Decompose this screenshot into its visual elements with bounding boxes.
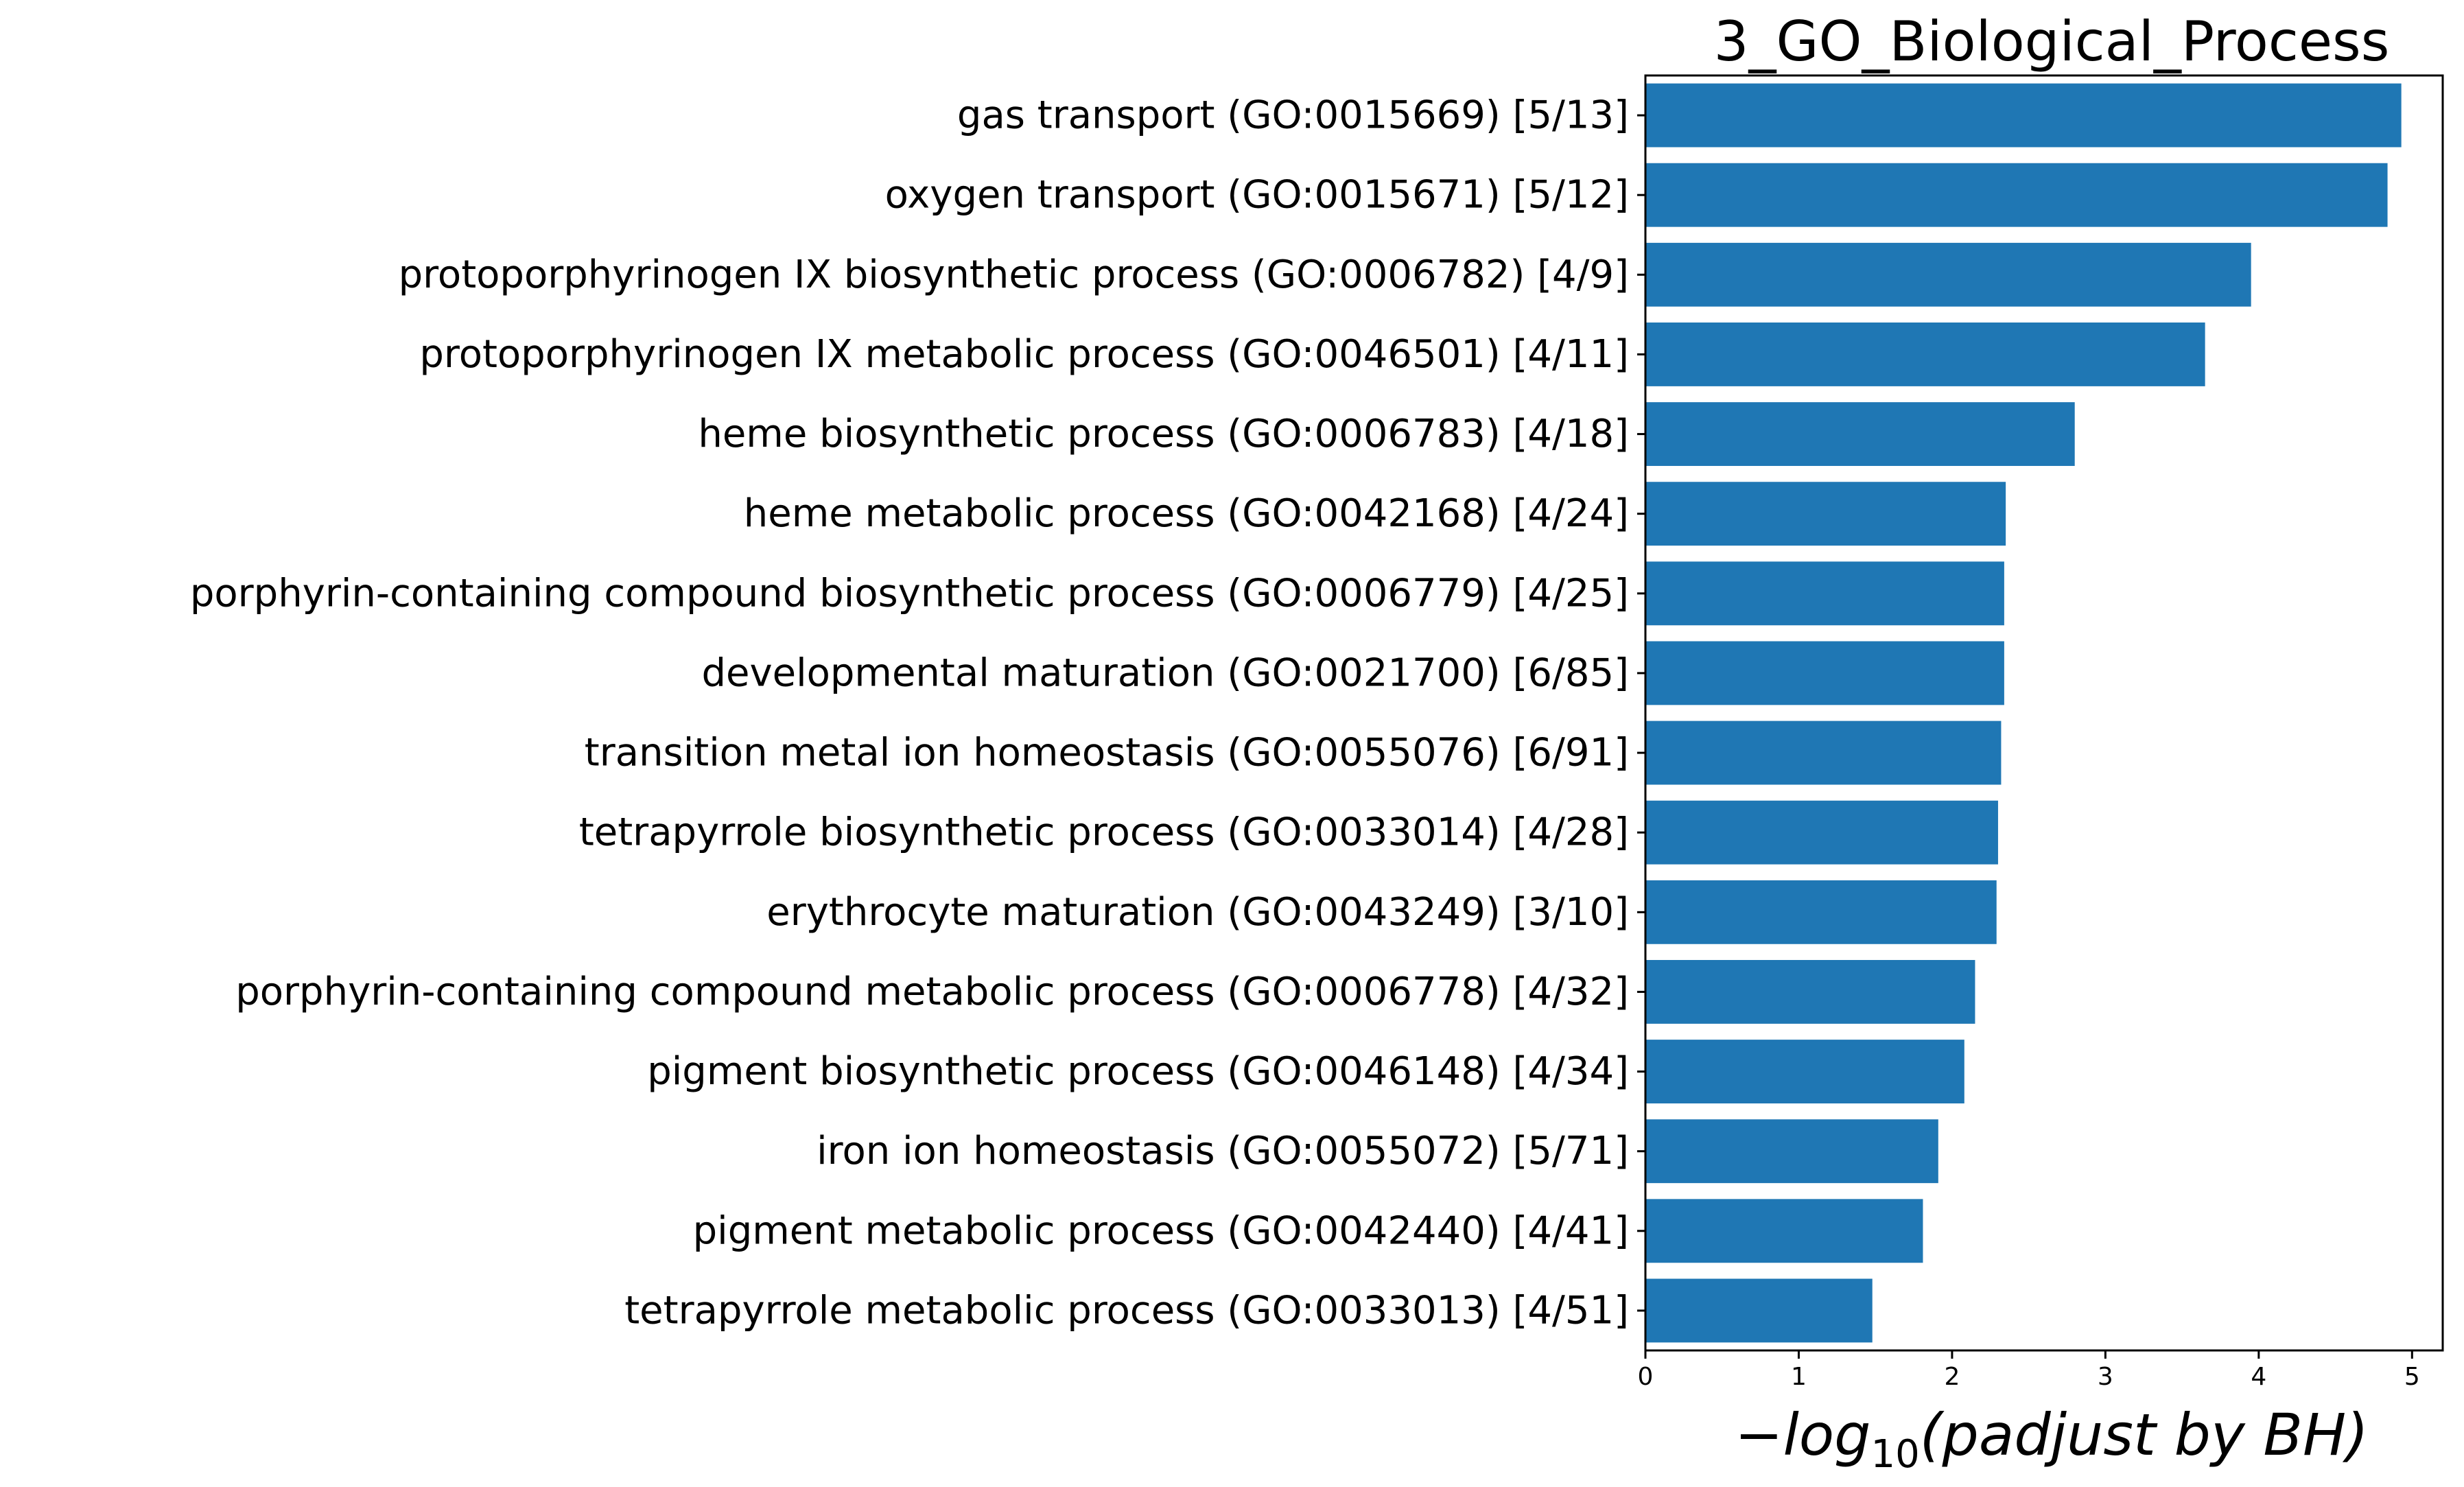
bar <box>1645 561 2004 626</box>
category-label: gas transport (GO:0015669) [5/13] <box>957 93 1629 138</box>
x-tick-label: 5 <box>2404 1363 2420 1391</box>
x-axis-ticks: 0 1 2 3 4 5 <box>1638 1350 2420 1391</box>
category-label: tetrapyrrole biosynthetic process (GO:00… <box>579 810 1629 855</box>
bar <box>1645 322 2205 386</box>
x-tick-label: 0 <box>1638 1363 1654 1391</box>
bar <box>1645 800 1998 865</box>
category-label: heme metabolic process (GO:0042168) [4/2… <box>744 491 1629 536</box>
bars-group <box>1645 83 2402 1343</box>
category-label: heme biosynthetic process (GO:0006783) [… <box>698 412 1629 456</box>
x-axis-label: −log10(padjust by BH) <box>1735 1401 2369 1477</box>
x-tick-label: 2 <box>1944 1363 1960 1391</box>
category-label: porphyrin-containing compound biosynthet… <box>190 571 1629 616</box>
x-tick-label: 3 <box>2098 1363 2113 1391</box>
category-label: iron ion homeostasis (GO:0055072) [5/71] <box>817 1129 1629 1173</box>
plot-frame <box>1644 74 2444 1352</box>
bar <box>1645 83 2402 148</box>
category-label: oxygen transport (GO:0015671) [5/12] <box>885 173 1629 218</box>
category-labels: gas transport (GO:0015669) [5/13] oxygen … <box>190 93 1645 1333</box>
bar <box>1645 959 1975 1024</box>
bar <box>1645 1199 1923 1263</box>
category-label: protoporphyrinogen IX biosynthetic proce… <box>399 253 1629 297</box>
x-tick-label: 4 <box>2251 1363 2266 1391</box>
bar <box>1645 482 2006 546</box>
bar <box>1645 1119 1938 1184</box>
category-label: protoporphyrinogen IX metabolic process … <box>419 332 1629 377</box>
category-label: pigment biosynthetic process (GO:0046148… <box>647 1049 1629 1094</box>
category-label: pigment metabolic process (GO:0042440) [… <box>693 1208 1629 1253</box>
chart-title: 3_GO_Biological_Process <box>1714 10 2390 73</box>
bar <box>1645 242 2251 307</box>
category-label: porphyrin-containing compound metabolic … <box>235 970 1629 1014</box>
bar <box>1645 1040 1964 1104</box>
bar <box>1645 402 2075 467</box>
category-label: transition metal ion homeostasis (GO:005… <box>585 731 1629 775</box>
bar <box>1645 721 2002 785</box>
category-label: developmental maturation (GO:0021700) [6… <box>701 651 1629 695</box>
bar <box>1645 641 2004 705</box>
category-label: tetrapyrrole metabolic process (GO:00330… <box>624 1288 1629 1333</box>
bar <box>1645 163 2388 227</box>
category-label: erythrocyte maturation (GO:0043249) [3/1… <box>766 890 1629 935</box>
bar <box>1645 1278 1873 1343</box>
x-tick-label: 1 <box>1791 1363 1807 1391</box>
bar <box>1645 880 1997 944</box>
x-axis-label-main: −log <box>1735 1401 1870 1468</box>
x-axis-label-rest: (padjust by BH) <box>1920 1401 2369 1468</box>
x-axis-label-subscript: 10 <box>1871 1432 1920 1477</box>
